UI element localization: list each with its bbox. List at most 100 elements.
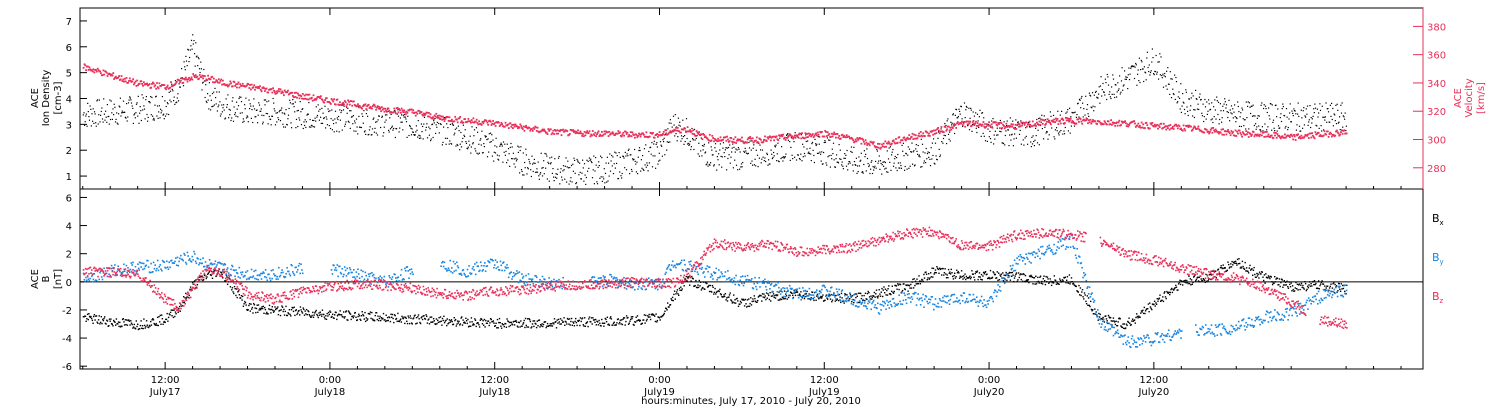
- density-point: [1041, 115, 1042, 116]
- Bx-point: [261, 308, 262, 309]
- density-point: [106, 117, 107, 118]
- velocity-point: [418, 110, 420, 112]
- density-point: [1165, 85, 1166, 86]
- density-point: [292, 99, 293, 100]
- Bx-point: [880, 296, 881, 297]
- Bx-point: [896, 289, 897, 290]
- velocity-point: [591, 135, 593, 137]
- density-point: [689, 144, 690, 145]
- velocity-point: [1184, 130, 1186, 132]
- density-point: [840, 159, 841, 160]
- velocity-point: [136, 85, 138, 87]
- density-point: [1293, 108, 1294, 109]
- density-point: [596, 165, 597, 166]
- density-point: [250, 103, 251, 104]
- density-point: [1342, 127, 1343, 128]
- density-point: [1027, 144, 1028, 145]
- density-point: [771, 150, 772, 151]
- velocity-point: [234, 81, 236, 83]
- density-point: [1154, 74, 1155, 75]
- Bx-point: [133, 326, 134, 327]
- Bx-point: [101, 323, 102, 324]
- density-point: [112, 119, 113, 120]
- Bx-point: [243, 303, 244, 304]
- density-point: [427, 137, 428, 138]
- velocity-point: [300, 95, 302, 97]
- density-point: [117, 123, 118, 124]
- density-point: [116, 112, 117, 113]
- density-point: [87, 103, 88, 104]
- density-point: [1343, 116, 1344, 117]
- Bx-point: [307, 314, 308, 315]
- density-point: [555, 177, 556, 178]
- Bx-point: [756, 302, 757, 303]
- density-point: [1185, 89, 1186, 90]
- density-point: [839, 158, 840, 159]
- top-panel-frame: [80, 8, 1423, 189]
- density-point: [1044, 115, 1045, 116]
- density-point: [513, 153, 514, 154]
- velocity-point: [880, 147, 882, 149]
- Bx-point: [582, 317, 583, 318]
- Bx-point: [516, 322, 517, 323]
- density-point: [1238, 106, 1239, 107]
- density-point: [1320, 110, 1321, 111]
- Bx-point: [898, 284, 899, 285]
- Bx-point: [650, 319, 651, 320]
- Bx-point: [92, 323, 93, 324]
- density-point: [884, 161, 885, 162]
- Bx-point: [609, 325, 610, 326]
- density-point: [339, 109, 340, 110]
- density-point: [763, 157, 764, 158]
- density-point: [775, 146, 776, 147]
- density-point: [713, 165, 714, 166]
- Bx-point: [831, 301, 832, 302]
- density-point: [223, 104, 224, 105]
- density-point: [280, 120, 281, 121]
- Bx-point: [693, 278, 694, 279]
- velocity-point: [1041, 119, 1043, 121]
- x-tick-label-date: July20: [973, 387, 1005, 398]
- density-point: [585, 184, 586, 185]
- density-point: [221, 113, 222, 114]
- velocity-point: [343, 103, 345, 105]
- density-point: [637, 173, 638, 174]
- density-point: [1316, 125, 1317, 126]
- density-point: [913, 150, 914, 151]
- velocity-point: [365, 108, 367, 110]
- density-point: [811, 160, 812, 161]
- density-point: [305, 127, 306, 128]
- density-point: [331, 118, 332, 119]
- density-point: [189, 57, 190, 58]
- Bx-point: [491, 319, 492, 320]
- density-point: [690, 149, 691, 150]
- density-point: [304, 125, 305, 126]
- density-point: [730, 157, 731, 158]
- density-point: [886, 171, 887, 172]
- density-point: [491, 134, 492, 135]
- velocity-point: [295, 92, 297, 94]
- Bx-point: [454, 317, 455, 318]
- Bx-point: [409, 323, 410, 324]
- velocity-point: [399, 109, 401, 111]
- density-point: [329, 110, 330, 111]
- Bx-point: [143, 328, 144, 329]
- Bx-point: [484, 319, 485, 320]
- density-point: [719, 149, 720, 150]
- Bx-point: [257, 312, 258, 313]
- y-right-tick-label: 320: [1427, 107, 1446, 118]
- Bx-point: [752, 301, 753, 302]
- velocity-point: [885, 146, 887, 148]
- velocity-point: [1211, 127, 1213, 129]
- velocity-point: [512, 127, 514, 129]
- Bx-point: [161, 314, 162, 315]
- density-point: [337, 119, 338, 120]
- density-point: [142, 94, 143, 95]
- Bx-point: [300, 309, 301, 310]
- velocity-point: [253, 86, 255, 88]
- density-point: [1256, 126, 1257, 127]
- velocity-point: [1271, 135, 1273, 137]
- density-point: [1201, 113, 1202, 114]
- density-point: [206, 102, 207, 103]
- Bx-point: [103, 320, 104, 321]
